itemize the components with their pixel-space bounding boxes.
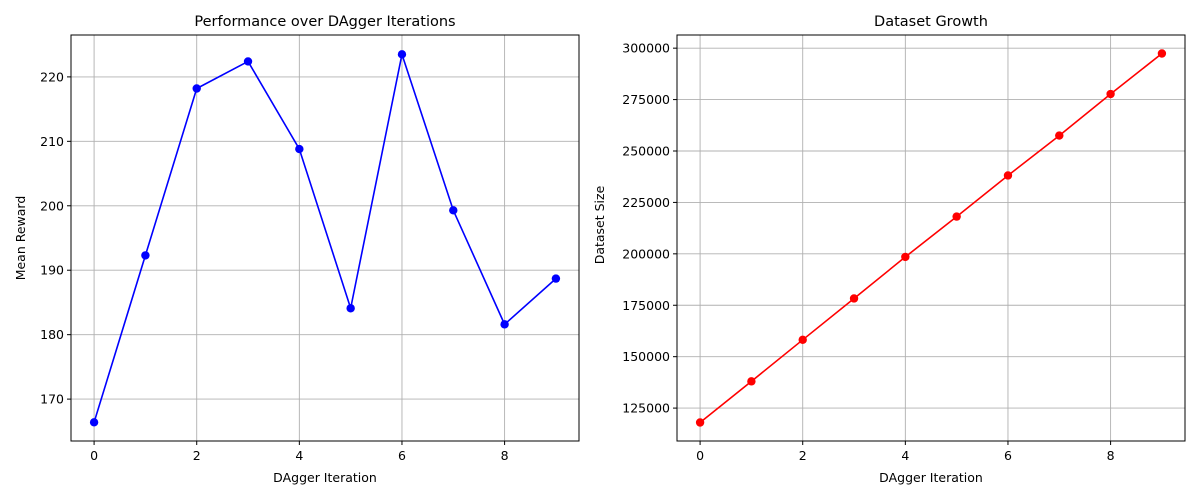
chart-title: Performance over DAgger Iterations [194,14,455,30]
y-tick-label: 225000 [622,195,670,210]
data-point [952,212,961,221]
x-tick-label: 0 [90,448,98,463]
y-tick-label: 200 [40,198,64,213]
data-point [89,418,99,427]
data-point [1003,171,1013,180]
grid [677,35,1185,441]
data-point [1157,49,1167,58]
y-tick-label: 170 [40,392,64,407]
y-tick-label: 190 [40,263,64,278]
data-point [192,84,201,93]
y-tick-label: 175000 [622,298,670,313]
data-point [449,206,458,215]
plot-frame [676,34,1186,442]
data-point [141,251,150,260]
data-point [901,252,910,262]
x-tick-label: 8 [501,448,509,463]
series-layer [89,50,561,427]
data-point [798,335,807,345]
y-tick-label: 150000 [622,349,670,364]
data-point [1106,89,1115,99]
data-point [346,304,355,313]
y-tick-label: 180 [40,327,64,342]
x-tick-label: 4 [295,448,303,463]
x-axis-label: DAgger Iteration [273,470,377,485]
chart-dataset-growth: Dataset Growth 0 2 4 6 8 125000 150000 175000 20… [592,14,1186,485]
data-point [551,274,561,283]
chart-title: Dataset Growth [874,14,988,30]
tick-layer: 0 2 4 6 8 125000 150000 175000 200000 225000 25000… [622,41,1114,463]
data-point [1055,131,1064,140]
data-point [500,320,509,329]
data-point [695,418,705,427]
x-tick-label: 8 [1107,448,1115,463]
plot-frame [70,34,580,442]
series-layer [695,49,1167,427]
x-tick-label: 0 [696,448,704,463]
y-tick-label: 200000 [622,246,670,261]
x-axis-label: DAgger Iteration [879,470,983,485]
y-tick-label: 210 [40,134,64,149]
data-point [747,377,756,386]
y-tick-label: 125000 [622,401,670,416]
x-tick-label: 6 [1004,448,1012,463]
x-tick-label: 2 [799,448,807,463]
chart-mean-reward: Performance over DAgger Iterations 0 2 4 6 8… [13,14,580,485]
series-line [93,53,557,423]
y-axis-label: Mean Reward [13,196,28,281]
x-tick-label: 2 [193,448,201,463]
y-axis-label: Dataset Size [592,185,607,264]
data-point [295,144,304,154]
data-point [849,294,859,303]
tick-layer: 0 2 4 6 8 170 180 190 200 210 220 [40,69,508,463]
x-tick-label: 6 [398,448,406,463]
y-tick-label: 275000 [622,92,670,107]
data-point [397,50,407,59]
y-tick-label: 250000 [622,144,670,159]
data-point [243,57,253,66]
y-tick-label: 220 [40,69,64,84]
y-tick-label: 300000 [622,41,670,56]
series-line [699,52,1163,424]
grid [71,35,579,441]
x-tick-label: 4 [901,448,909,463]
